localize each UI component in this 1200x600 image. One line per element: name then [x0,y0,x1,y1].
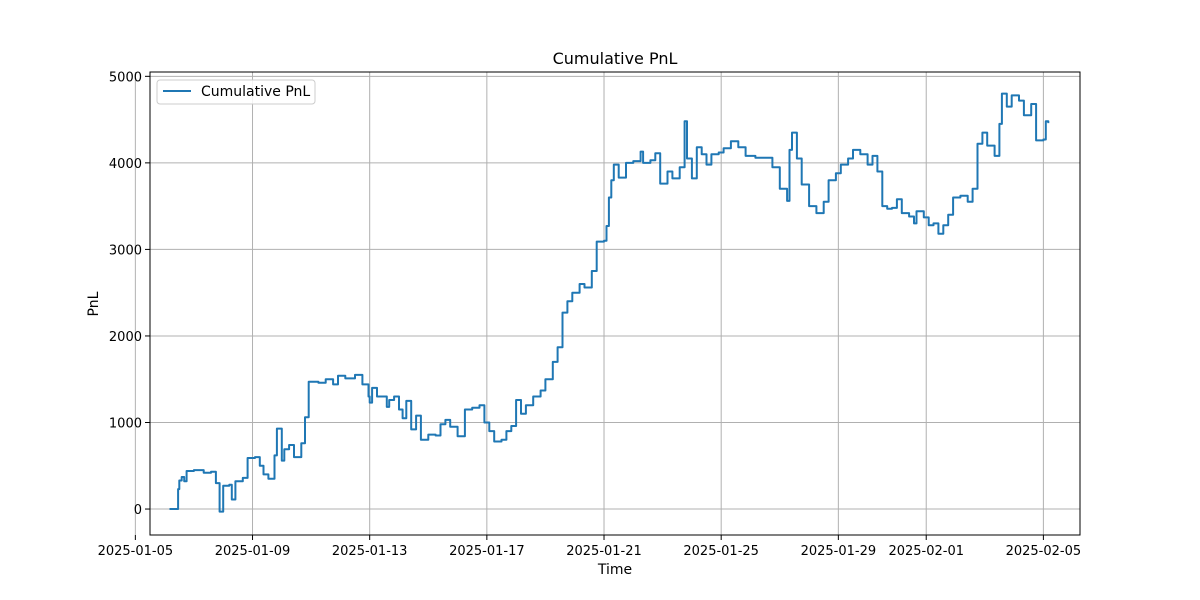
x-tick-label: 2025-01-09 [215,544,291,559]
legend-box [156,79,316,105]
y-tick-label: 5000 [109,70,142,85]
legend: Cumulative PnL [156,79,316,105]
x-tick-label: 2025-01-25 [683,544,759,559]
x-tick-label: 2025-01-29 [801,544,877,559]
x-tick-label: 2025-01-13 [332,544,408,559]
series-layer [169,92,1050,513]
y-tick-label: 0 [134,503,142,518]
x-tick-label: 2025-01-17 [449,544,525,559]
x-axis-title: Time [597,562,632,578]
x-tick-label: 2025-02-01 [888,544,964,559]
plot-frame [149,71,1081,536]
grid-lines [134,72,1080,535]
series-line-cumulative-pnl [169,92,1050,513]
x-axis-ticks: 2025-01-05 2025-01-09 2025-01-13 2025-01-17… [98,535,1082,559]
x-tick-label: 2025-01-05 [98,544,174,559]
chart-title: Cumulative PnL [553,49,678,68]
y-tick-label: 2000 [109,330,142,345]
y-axis-title: PnL [86,291,102,316]
x-tick-label: 2025-01-21 [566,544,642,559]
y-tick-label: 3000 [109,243,142,258]
x-tick-label: 2025-02-05 [1006,544,1082,559]
y-axis-ticks: 0 1000 2000 3000 4000 5000 [109,70,150,518]
y-tick-label: 4000 [109,157,142,172]
legend-label: Cumulative PnL [201,84,310,100]
y-tick-label: 1000 [109,416,142,431]
